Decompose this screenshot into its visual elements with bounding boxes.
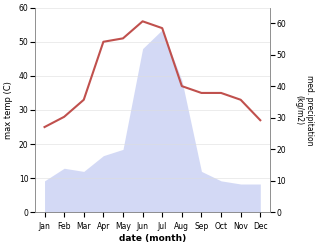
Y-axis label: med. precipitation
(kg/m2): med. precipitation (kg/m2) — [294, 75, 314, 145]
Y-axis label: max temp (C): max temp (C) — [4, 81, 13, 139]
X-axis label: date (month): date (month) — [119, 234, 186, 243]
